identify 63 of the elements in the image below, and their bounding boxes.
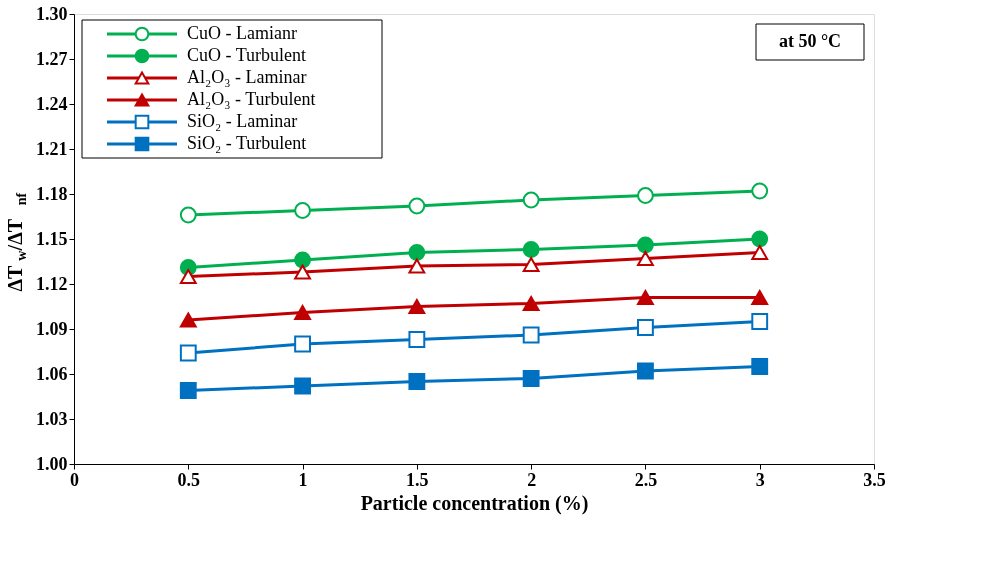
y-tick-label: 1.12: [36, 273, 68, 294]
x-tick-label: 0: [70, 469, 79, 490]
point: [179, 344, 197, 362]
point: [408, 244, 426, 261]
annotation: at 50 °C: [778, 31, 842, 51]
point: [637, 187, 654, 204]
x-tick-label: 3: [755, 469, 765, 490]
y-tick-label: 1.03: [36, 408, 68, 429]
y-tick-label: 1.09: [36, 318, 68, 339]
x-tick-label: 2.5: [634, 469, 658, 490]
legend-label: Al₂O₃ - Turbulent: [187, 89, 316, 109]
point: [408, 197, 426, 215]
point: [751, 358, 769, 375]
point: [637, 290, 654, 305]
y-tick-label: 1.06: [36, 363, 68, 384]
point: [522, 241, 540, 258]
y-tick-label: 1.15: [36, 228, 68, 249]
point: [522, 257, 540, 272]
y-tick-label: 1.30: [36, 3, 68, 24]
point: [522, 191, 540, 209]
point: [294, 202, 311, 219]
y-tick-label: 1.00: [36, 453, 68, 474]
y-tick-label: 1.21: [36, 138, 68, 159]
point: [522, 296, 540, 311]
x-tick-label: 1: [298, 469, 308, 490]
point: [751, 313, 769, 330]
point: [637, 251, 654, 266]
point: [751, 290, 769, 305]
point: [522, 370, 540, 387]
point: [179, 312, 197, 328]
point: [294, 335, 311, 353]
y-tick-label: 1.27: [36, 48, 68, 69]
point: [294, 251, 311, 269]
point: [751, 245, 769, 260]
legend-label: Al₂O₃ - Laminar: [187, 67, 307, 87]
x-tick-label: 3.5: [863, 469, 886, 490]
legend-label: SiO₂ - Turbulent: [187, 133, 307, 153]
point: [294, 305, 311, 320]
point: [637, 362, 654, 380]
point: [408, 258, 426, 274]
point: [179, 206, 197, 224]
x-tick-label: 0.5: [177, 469, 201, 490]
x-tick-label: 1.5: [406, 469, 429, 490]
point: [408, 299, 426, 314]
y-axis-title: ΔTw/ΔTnf: [4, 192, 29, 292]
point: [179, 382, 197, 399]
point: [294, 264, 311, 280]
point: [522, 326, 540, 344]
point: [408, 373, 426, 390]
point: [751, 182, 769, 200]
x-axis-title: Particle concentration (%): [360, 491, 589, 515]
y-tick-label: 1.24: [36, 93, 68, 114]
point: [751, 230, 769, 248]
point: [637, 319, 654, 336]
point: [294, 377, 311, 395]
point: [637, 236, 654, 254]
legend-label: CuO - Lamianr: [187, 23, 297, 43]
y-tick-label: 1.18: [36, 183, 68, 204]
legend-label: SiO₂ - Laminar: [187, 111, 298, 131]
point: [408, 331, 426, 348]
point: [179, 269, 197, 284]
legend-label: CuO - Turbulent: [187, 45, 307, 65]
x-tick-label: 2: [527, 469, 537, 490]
